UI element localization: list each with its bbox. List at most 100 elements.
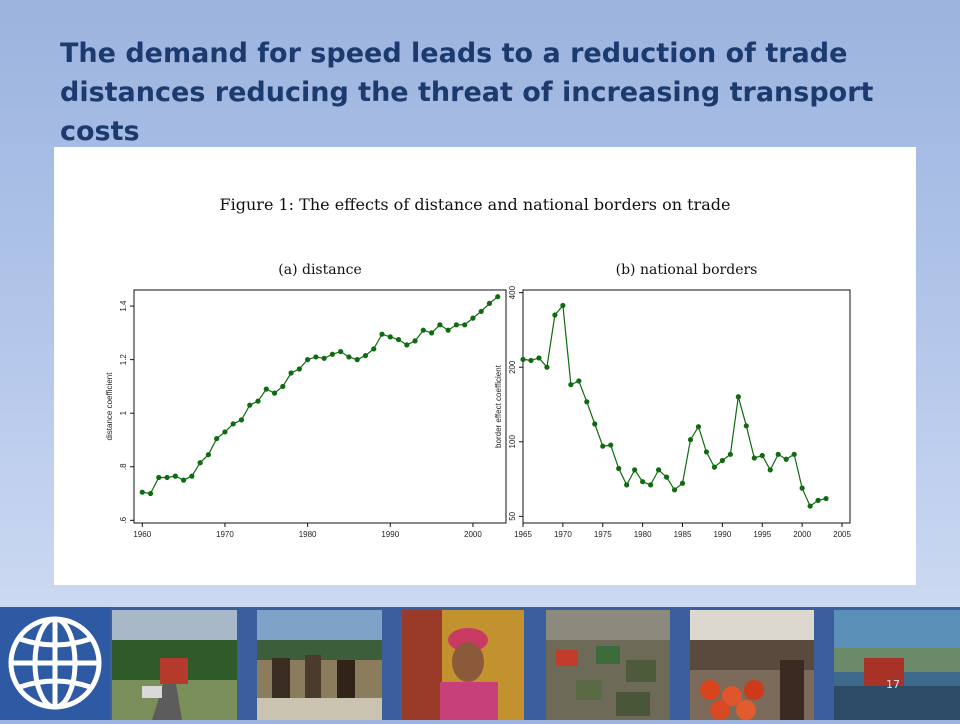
photo-road-truck [112,610,237,720]
x-tick-label: 1960 [133,530,151,539]
data-point [172,473,178,479]
data-point [576,378,582,384]
y-axis-label: distance coefficient [105,372,114,441]
data-point [329,351,335,357]
data-point [164,474,170,481]
data-point [255,398,261,404]
data-point [560,302,566,309]
data-point [338,348,344,355]
data-point [429,330,435,336]
data-point [799,485,805,491]
data-point [616,465,622,472]
chart-distance: (a) distance distance coefficient .6 .8 1 1.2… [105,262,507,539]
data-point [679,480,686,486]
data-point [655,467,662,473]
x-tick-label: 2005 [833,530,851,539]
data-point [387,334,393,340]
data-point [420,327,426,333]
data-point [445,327,451,333]
data-point [288,370,294,376]
y-tick-label: 1.4 [119,300,128,312]
data-point [608,442,614,448]
market-photo-icon [690,610,814,720]
y-tick-label: 50 [508,511,517,520]
data-point [346,354,352,360]
data-point [263,386,269,392]
data-point [536,355,542,361]
photo-market [690,610,814,720]
data-point [632,467,638,473]
data-point [280,383,286,390]
data-point [147,490,154,497]
data-point [695,424,702,430]
x-tick-label: 1970 [554,530,572,539]
data-point [156,474,162,481]
data-point [214,436,220,442]
data-point [404,342,410,348]
data-point [181,477,187,483]
data-point [663,474,670,480]
data-point [703,449,710,455]
data-point [486,300,493,306]
x-tick-label: 2000 [464,530,482,539]
data-point [371,346,377,352]
data-point [238,417,245,423]
series-line [142,296,499,495]
x-tick-label: 1995 [753,530,771,539]
data-point [478,308,484,315]
data-point [247,402,253,408]
data-point [437,322,443,328]
data-point [568,382,574,388]
photo-truck-landscape [834,610,960,720]
data-point [727,451,733,457]
data-point [362,353,369,359]
x-tick-label: 1990 [713,530,731,539]
data-point [230,421,236,427]
x-tick-label: 1990 [381,530,399,539]
data-point [412,338,418,344]
plot-frame [522,289,851,524]
data-point [321,355,327,361]
data-point [462,322,468,328]
data-point [775,451,781,457]
x-tick-label: 1965 [514,530,532,539]
data-point [815,497,821,503]
y-axis-label: border effect coefficient [494,364,503,448]
data-point [222,429,228,435]
chart-title: (b) national borders [616,262,758,278]
x-tick-label: 1985 [674,530,692,539]
y-tick-label: 400 [508,285,517,299]
truck-photo-icon [834,610,960,720]
data-point [395,336,402,343]
data-point [453,322,459,328]
slide-title: The demand for speed leads to a reductio… [60,38,874,147]
data-point [600,443,606,449]
data-point [648,482,654,488]
data-point [197,460,203,466]
data-point [544,364,550,370]
series-line [522,304,827,508]
data-point [791,451,797,457]
data-point [767,467,773,473]
portrait-photo-icon [402,610,524,720]
y-tick-label: .8 [119,463,128,470]
photo-strip [0,607,960,720]
data-point [743,423,749,429]
data-point [552,312,558,318]
data-point [271,390,278,396]
x-tick-label: 2000 [793,530,811,539]
world-bank-logo [0,607,110,720]
data-point [205,452,211,458]
data-point [520,356,526,363]
figure-panel: Figure 1: The effects of distance and na… [54,147,916,585]
figure-svg: Figure 1: The effects of distance and na… [105,195,851,539]
y-tick-label: 100 [508,435,517,449]
data-point [735,394,741,400]
traffic-photo-icon [546,610,670,720]
chart-borders: (b) national borders border effect coeffi… [494,262,851,539]
photo-workers-sacks [257,610,382,720]
truck-on-road-photo-icon [112,610,237,720]
data-point [719,457,725,464]
y-tick-label: .6 [119,516,128,523]
data-point [807,503,813,509]
